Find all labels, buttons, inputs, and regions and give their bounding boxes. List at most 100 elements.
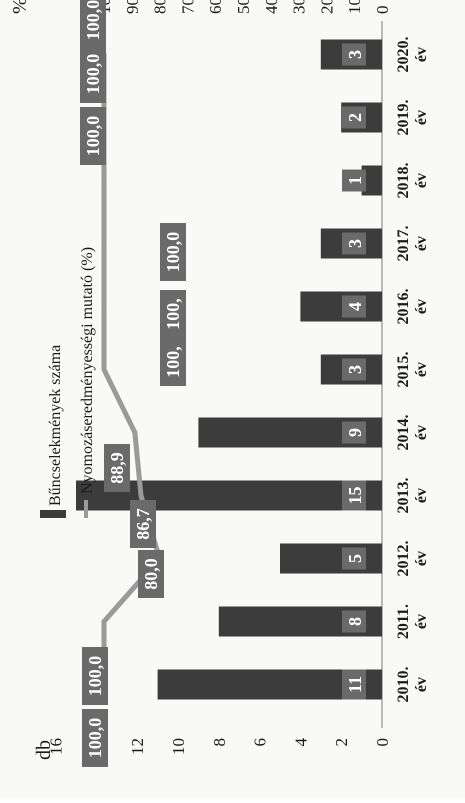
bar-value-label-box <box>342 480 366 511</box>
left-axis-tick-label: 4 <box>291 738 310 747</box>
plot-group: 0246810121416db0102030405060708090100%20… <box>9 0 430 767</box>
line-value-label-box <box>138 550 164 598</box>
right-axis-tick-label: 90 <box>123 0 142 14</box>
left-axis-tick-label: 8 <box>210 738 229 747</box>
category-label: 2010. <box>395 667 412 703</box>
category-label: év <box>413 299 430 314</box>
category-label: 2013. <box>395 478 412 514</box>
bar-value-label: 11 <box>345 676 365 693</box>
line-value-label-box <box>82 709 108 767</box>
category-label: év <box>413 47 430 62</box>
category-label: év <box>413 236 430 251</box>
bar-value-label: 3 <box>345 50 365 59</box>
left-axis-tick-label: 2 <box>332 738 351 747</box>
bar-value-label-box <box>342 669 366 700</box>
bar-value-label: 3 <box>345 365 365 374</box>
line-value-label: 100,0 <box>83 0 103 40</box>
line-point <box>101 619 107 624</box>
line-value-label-box <box>82 647 108 705</box>
bar <box>361 165 383 196</box>
bar-value-label-box <box>342 295 366 318</box>
line-value-label-box <box>80 107 106 165</box>
line-value-label-box <box>160 223 186 281</box>
right-axis-tick-label: 30 <box>290 0 309 14</box>
bar <box>300 291 382 322</box>
right-axis-tick-label: 50 <box>234 0 253 14</box>
bar-value-label-box <box>342 358 366 381</box>
category-label: év <box>413 614 430 629</box>
line-value-label: 80,0 <box>141 558 161 590</box>
right-axis-tick-label: 40 <box>262 0 281 14</box>
line-value-label: 100,0 <box>83 116 103 157</box>
line-value-label: 100, <box>163 298 183 330</box>
line-value-label-box <box>104 444 130 492</box>
bar <box>218 606 382 637</box>
line-point <box>101 178 107 183</box>
bar-value-label: 15 <box>345 487 365 505</box>
right-axis-tick-label: 0 <box>373 6 392 15</box>
line-value-label-box <box>130 500 156 548</box>
line-value-label: 100,0 <box>83 54 103 95</box>
line-point <box>101 367 107 372</box>
bar <box>157 669 382 700</box>
category-label: év <box>413 173 430 188</box>
bar-value-label: 8 <box>345 617 365 626</box>
category-label: 2015. <box>395 352 412 388</box>
legend-line-label: Nyomozáseredményességi mutató (%) <box>79 247 96 494</box>
category-label: év <box>413 488 430 503</box>
bar <box>198 417 382 448</box>
left-axis-unit: db <box>33 740 55 760</box>
right-axis-unit: % <box>9 0 31 14</box>
bar-value-label-box <box>342 106 366 129</box>
category-label: 2018. <box>395 163 412 199</box>
left-axis-tick-label: 0 <box>373 738 392 747</box>
category-label: év <box>413 362 430 377</box>
bar-value-label-box <box>342 43 366 66</box>
bar-value-label-box <box>342 547 366 570</box>
bar-value-label: 3 <box>345 239 365 248</box>
left-axis-tick-label: 10 <box>169 738 188 755</box>
category-label: 2017. <box>395 226 412 262</box>
category-label: 2012. <box>395 541 412 577</box>
left-axis-tick-label: 6 <box>251 738 270 747</box>
legend-bar-label: Bűncselekmények száma <box>47 345 64 506</box>
bar-value-label-box <box>342 232 366 255</box>
bar <box>280 543 382 574</box>
category-label: 2014. <box>395 415 412 451</box>
bar-value-label-box <box>342 421 366 444</box>
line-value-label: 100, <box>163 346 183 378</box>
bar-value-label-box <box>342 610 366 633</box>
line-value-label-box <box>80 0 106 49</box>
category-label: 2019. <box>395 100 412 136</box>
line-point <box>101 304 107 309</box>
category-label: év <box>413 677 430 692</box>
left-axis-tick-label: 12 <box>128 738 147 755</box>
bar-value-label-box <box>342 169 366 192</box>
line-value-label: 100,0 <box>85 656 105 697</box>
line-value-label: 88,9 <box>107 452 127 484</box>
category-label: 2016. <box>395 289 412 325</box>
bar-value-label: 2 <box>345 113 365 122</box>
line-value-label-box <box>160 338 186 386</box>
right-axis-tick-label: 60 <box>206 0 225 14</box>
line-value-label-box <box>80 45 106 103</box>
bar-value-label: 4 <box>345 302 365 311</box>
left-axis-tick-label: 16 <box>47 738 66 755</box>
category-label: év <box>413 551 430 566</box>
line-point <box>138 493 144 498</box>
line-value-label: 86,7 <box>133 508 153 540</box>
category-label: 2011. <box>395 604 412 639</box>
line-point <box>132 430 138 435</box>
bar-value-label: 5 <box>345 554 365 563</box>
legend-bar-swatch <box>40 510 66 518</box>
category-label: 2020. <box>395 37 412 73</box>
line-point <box>101 241 107 246</box>
right-axis-tick-label: 70 <box>178 0 197 14</box>
right-axis-tick-label: 10 <box>345 0 364 14</box>
right-axis-tick-label: 20 <box>317 0 336 14</box>
bar-value-label: 1 <box>345 176 365 185</box>
bar-value-label: 9 <box>345 428 365 437</box>
line-value-label: 100,0 <box>85 718 105 759</box>
